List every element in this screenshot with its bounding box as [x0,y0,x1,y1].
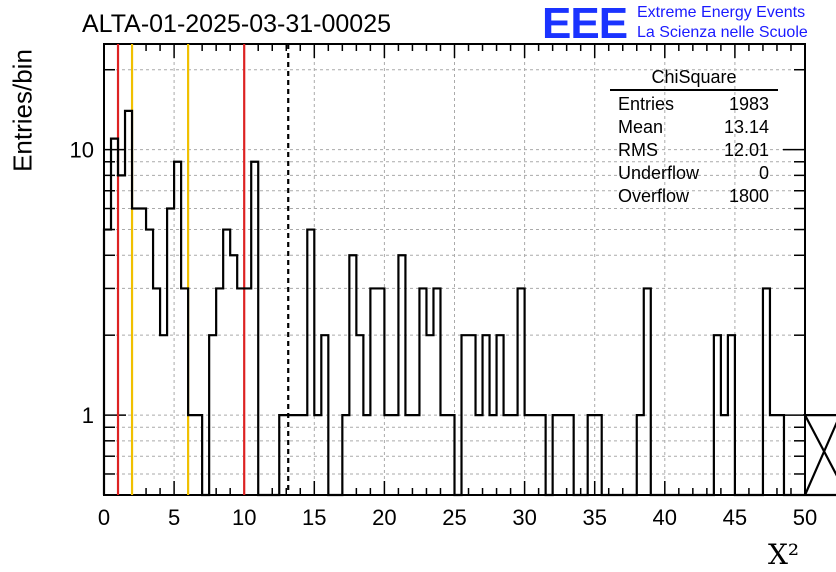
stats-row-mean: Mean 13.14 [618,117,769,137]
x-tick-label: 40 [653,505,677,530]
y-axis-label: Entries/bin [7,49,38,172]
x-tick-label: 10 [232,505,256,530]
x-tick-label: 45 [723,505,747,530]
logo-line-1: Extreme Energy Events [637,4,806,21]
logo-line-2: La Scienza nelle Scuole [637,24,808,41]
stats-row-rms: RMS 12.01 [618,140,769,160]
x-tick-label: 20 [372,505,396,530]
x-tick-label: 15 [302,505,326,530]
histogram-series [102,109,836,497]
stats-row-overflow: Overflow 1800 [618,186,769,206]
x-tick-label: 25 [442,505,466,530]
stats-title: ChiSquare [610,67,778,91]
stats-row-entries: Entries 1983 [618,94,769,114]
tick-labels: 0 5 10 15 20 25 30 35 40 45 50 1 10 [70,138,818,530]
eee-logo: EEE [542,0,628,48]
stats-box: ChiSquare Entries 1983 Mean 13.14 RMS 12.01… [610,67,778,208]
x-tick-label: 5 [168,505,180,530]
y-tick-label: 1 [82,403,94,428]
x-tick-label: 35 [582,505,606,530]
y-tick-label: 10 [70,138,94,163]
x-tick-label: 50 [793,505,817,530]
chart-title: ALTA-01-2025-03-31-00025 [82,10,391,38]
x-tick-label: 30 [512,505,536,530]
stats-row-underflow: Underflow 0 [618,163,769,183]
x-tick-label: 0 [98,505,110,530]
x-axis-label: X² [768,538,800,571]
